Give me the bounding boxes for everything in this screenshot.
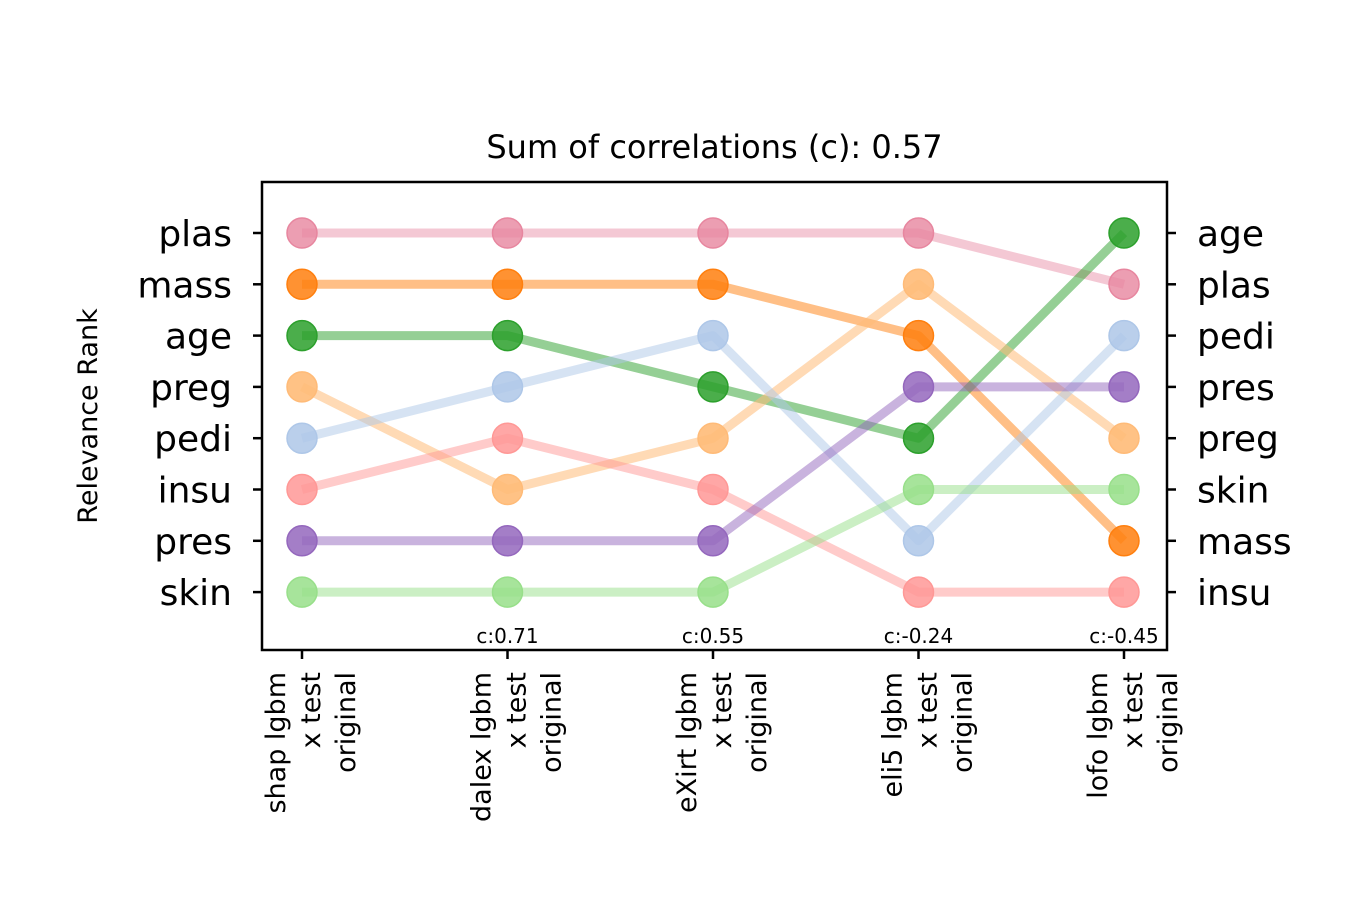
point-pres-0 bbox=[286, 525, 318, 557]
correlation-label: c:0.71 bbox=[476, 624, 538, 648]
point-preg-4 bbox=[1108, 422, 1140, 454]
x-tick-label: eXirt lgbm x test original bbox=[672, 672, 773, 813]
correlation-label: c:-0.45 bbox=[1089, 624, 1158, 648]
point-pres-2 bbox=[697, 525, 729, 557]
correlation-label: c:-0.24 bbox=[884, 624, 953, 648]
right-rank-label: mass bbox=[1197, 522, 1292, 563]
point-pres-3 bbox=[902, 371, 935, 403]
point-age-2 bbox=[697, 371, 729, 403]
point-skin-3 bbox=[902, 473, 935, 506]
x-tick-label-line: dalex lgbm bbox=[467, 672, 498, 822]
point-preg-3 bbox=[902, 268, 935, 301]
x-tick-label-line: x test bbox=[707, 672, 738, 748]
axes bbox=[253, 180, 1176, 659]
y-axis-label: Relevance Rank bbox=[73, 308, 104, 524]
x-tick-label: eli5 lgbm x test original bbox=[878, 672, 979, 797]
point-skin-4 bbox=[1108, 473, 1140, 506]
point-insu-3 bbox=[902, 576, 935, 608]
right-rank-label: pedi bbox=[1197, 317, 1275, 358]
point-skin-2 bbox=[697, 576, 729, 608]
point-age-3 bbox=[902, 422, 935, 454]
point-plas-2 bbox=[697, 217, 729, 249]
point-mass-4 bbox=[1108, 525, 1140, 557]
correlation-label: c:0.55 bbox=[682, 624, 744, 648]
point-insu-4 bbox=[1108, 576, 1140, 608]
x-tick-label: dalex lgbm x test original bbox=[467, 672, 568, 822]
point-insu-0 bbox=[286, 473, 318, 506]
x-tick-label-line: shap lgbm bbox=[261, 672, 292, 814]
point-plas-1 bbox=[491, 217, 524, 249]
x-tick-label-line: lofo lgbm bbox=[1083, 672, 1114, 799]
x-tick-label-line: x test bbox=[296, 672, 327, 748]
tick-labels: plas mass age preg pedi insu pres skin age plas pe… bbox=[137, 214, 1291, 822]
chart-title: Sum of correlations (c): 0.57 bbox=[486, 128, 942, 166]
x-tick-label-line: x test bbox=[913, 672, 944, 748]
point-pedi-4 bbox=[1108, 319, 1140, 352]
point-age-0 bbox=[286, 319, 318, 352]
point-pedi-1 bbox=[491, 371, 524, 403]
x-tick-label-line: original bbox=[331, 672, 362, 773]
plot-frame bbox=[260, 180, 1169, 652]
left-rank-label: insu bbox=[158, 471, 232, 512]
point-preg-2 bbox=[697, 422, 729, 454]
x-tick-label-line: eXirt lgbm bbox=[672, 672, 703, 813]
point-pedi-2 bbox=[697, 319, 729, 352]
x-tick-label-line: original bbox=[537, 672, 568, 773]
right-rank-label: pres bbox=[1197, 368, 1275, 409]
point-skin-0 bbox=[286, 576, 318, 608]
point-pres-1 bbox=[491, 525, 524, 557]
series-points bbox=[286, 217, 1140, 608]
right-rank-label: preg bbox=[1197, 419, 1279, 460]
left-rank-label: pedi bbox=[154, 419, 232, 460]
left-rank-label: skin bbox=[160, 573, 232, 614]
point-pedi-0 bbox=[286, 422, 318, 454]
x-tick-label: shap lgbm x test original bbox=[261, 672, 362, 814]
point-mass-3 bbox=[902, 319, 935, 352]
point-plas-0 bbox=[286, 217, 318, 249]
point-insu-2 bbox=[697, 473, 729, 506]
point-plas-4 bbox=[1108, 268, 1140, 301]
point-skin-1 bbox=[491, 576, 524, 608]
left-rank-label: pres bbox=[154, 522, 232, 563]
point-pres-4 bbox=[1108, 371, 1140, 403]
point-preg-0 bbox=[286, 371, 318, 403]
left-rank-label: mass bbox=[137, 265, 232, 306]
x-tick-label-line: x test bbox=[1118, 672, 1149, 748]
point-mass-0 bbox=[286, 268, 318, 301]
point-age-1 bbox=[491, 319, 524, 352]
left-rank-label: age bbox=[165, 317, 232, 358]
right-rank-label: skin bbox=[1197, 471, 1269, 512]
point-preg-1 bbox=[491, 473, 524, 506]
point-plas-3 bbox=[902, 217, 935, 249]
right-rank-label: insu bbox=[1197, 573, 1271, 614]
right-rank-label: age bbox=[1197, 214, 1264, 255]
x-tick-label-line: original bbox=[742, 672, 773, 773]
point-pedi-3 bbox=[902, 525, 935, 557]
x-tick-label-line: eli5 lgbm bbox=[878, 672, 909, 797]
left-rank-label: plas bbox=[158, 214, 232, 255]
point-mass-2 bbox=[697, 268, 729, 301]
x-tick-label-line: original bbox=[1153, 672, 1184, 773]
x-tick-label: lofo lgbm x test original bbox=[1083, 672, 1184, 799]
x-tick-label-line: original bbox=[948, 672, 979, 773]
point-insu-1 bbox=[491, 422, 524, 454]
x-tick-label-line: x test bbox=[502, 672, 533, 748]
point-mass-1 bbox=[491, 268, 524, 301]
right-rank-label: plas bbox=[1197, 265, 1271, 306]
left-rank-label: preg bbox=[150, 368, 232, 409]
point-age-4 bbox=[1108, 217, 1140, 249]
